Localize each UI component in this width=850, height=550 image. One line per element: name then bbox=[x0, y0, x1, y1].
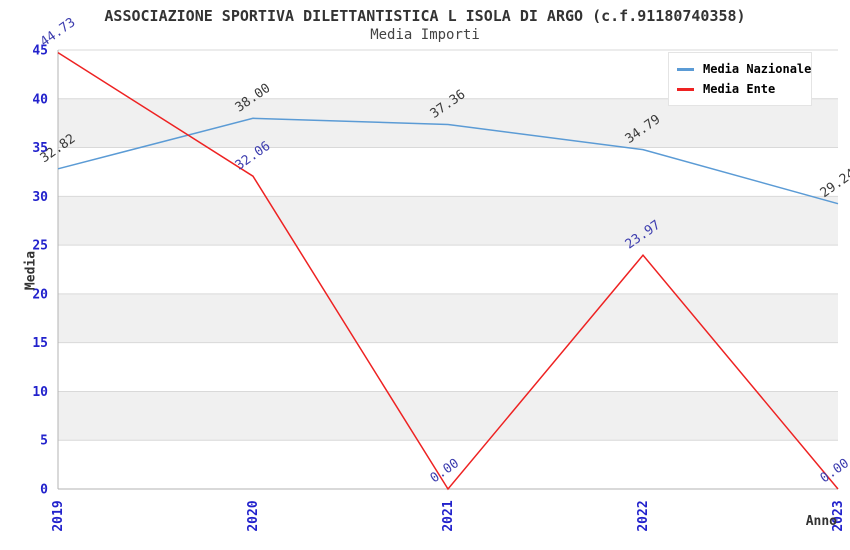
plot-band bbox=[58, 196, 838, 246]
x-tick-label: 2019 bbox=[51, 500, 66, 531]
data-point-label: 0.00 bbox=[818, 456, 850, 486]
data-point-label: 0.00 bbox=[428, 456, 462, 486]
legend-label: Media Nazionale bbox=[703, 62, 812, 76]
y-tick-label: 45 bbox=[32, 44, 48, 59]
y-tick-label: 0 bbox=[40, 483, 48, 498]
y-tick-label: 15 bbox=[32, 336, 48, 351]
data-point-label: 29.24 bbox=[818, 166, 850, 201]
y-tick-label: 5 bbox=[40, 434, 48, 449]
line-swatch-icon bbox=[677, 87, 694, 91]
y-tick-label: 20 bbox=[32, 287, 48, 302]
series-line-media-ente bbox=[57, 51, 839, 491]
y-tick-label: 40 bbox=[32, 92, 48, 107]
y-tick-label: 25 bbox=[32, 239, 48, 254]
x-tick-label: 2023 bbox=[831, 500, 846, 531]
chart-title: ASSOCIAZIONE SPORTIVA DILETTANTISTICA L … bbox=[104, 7, 746, 25]
y-tick-label: 10 bbox=[32, 385, 48, 400]
legend-item-media-ente: Media Ente bbox=[677, 79, 803, 99]
line-swatch-icon bbox=[677, 67, 694, 71]
x-axis-title: Anno bbox=[805, 514, 837, 529]
y-tick-label: 35 bbox=[32, 141, 48, 156]
legend-label: Media Ente bbox=[703, 82, 776, 96]
plot-band bbox=[58, 98, 838, 148]
y-axis-title: Media bbox=[23, 250, 39, 291]
chart-subtitle: Media Importi bbox=[370, 27, 480, 43]
x-tick-label: 2021 bbox=[441, 500, 456, 531]
plot-band bbox=[58, 391, 838, 441]
plot-band bbox=[58, 293, 838, 343]
legend-item-media-nazionale: Media Nazionale bbox=[677, 59, 811, 79]
x-tick-label: 2020 bbox=[246, 500, 261, 531]
x-tick-label: 2022 bbox=[636, 500, 651, 531]
y-tick-label: 30 bbox=[32, 190, 48, 205]
legend: Media Nazionale Media Ente bbox=[668, 52, 812, 106]
